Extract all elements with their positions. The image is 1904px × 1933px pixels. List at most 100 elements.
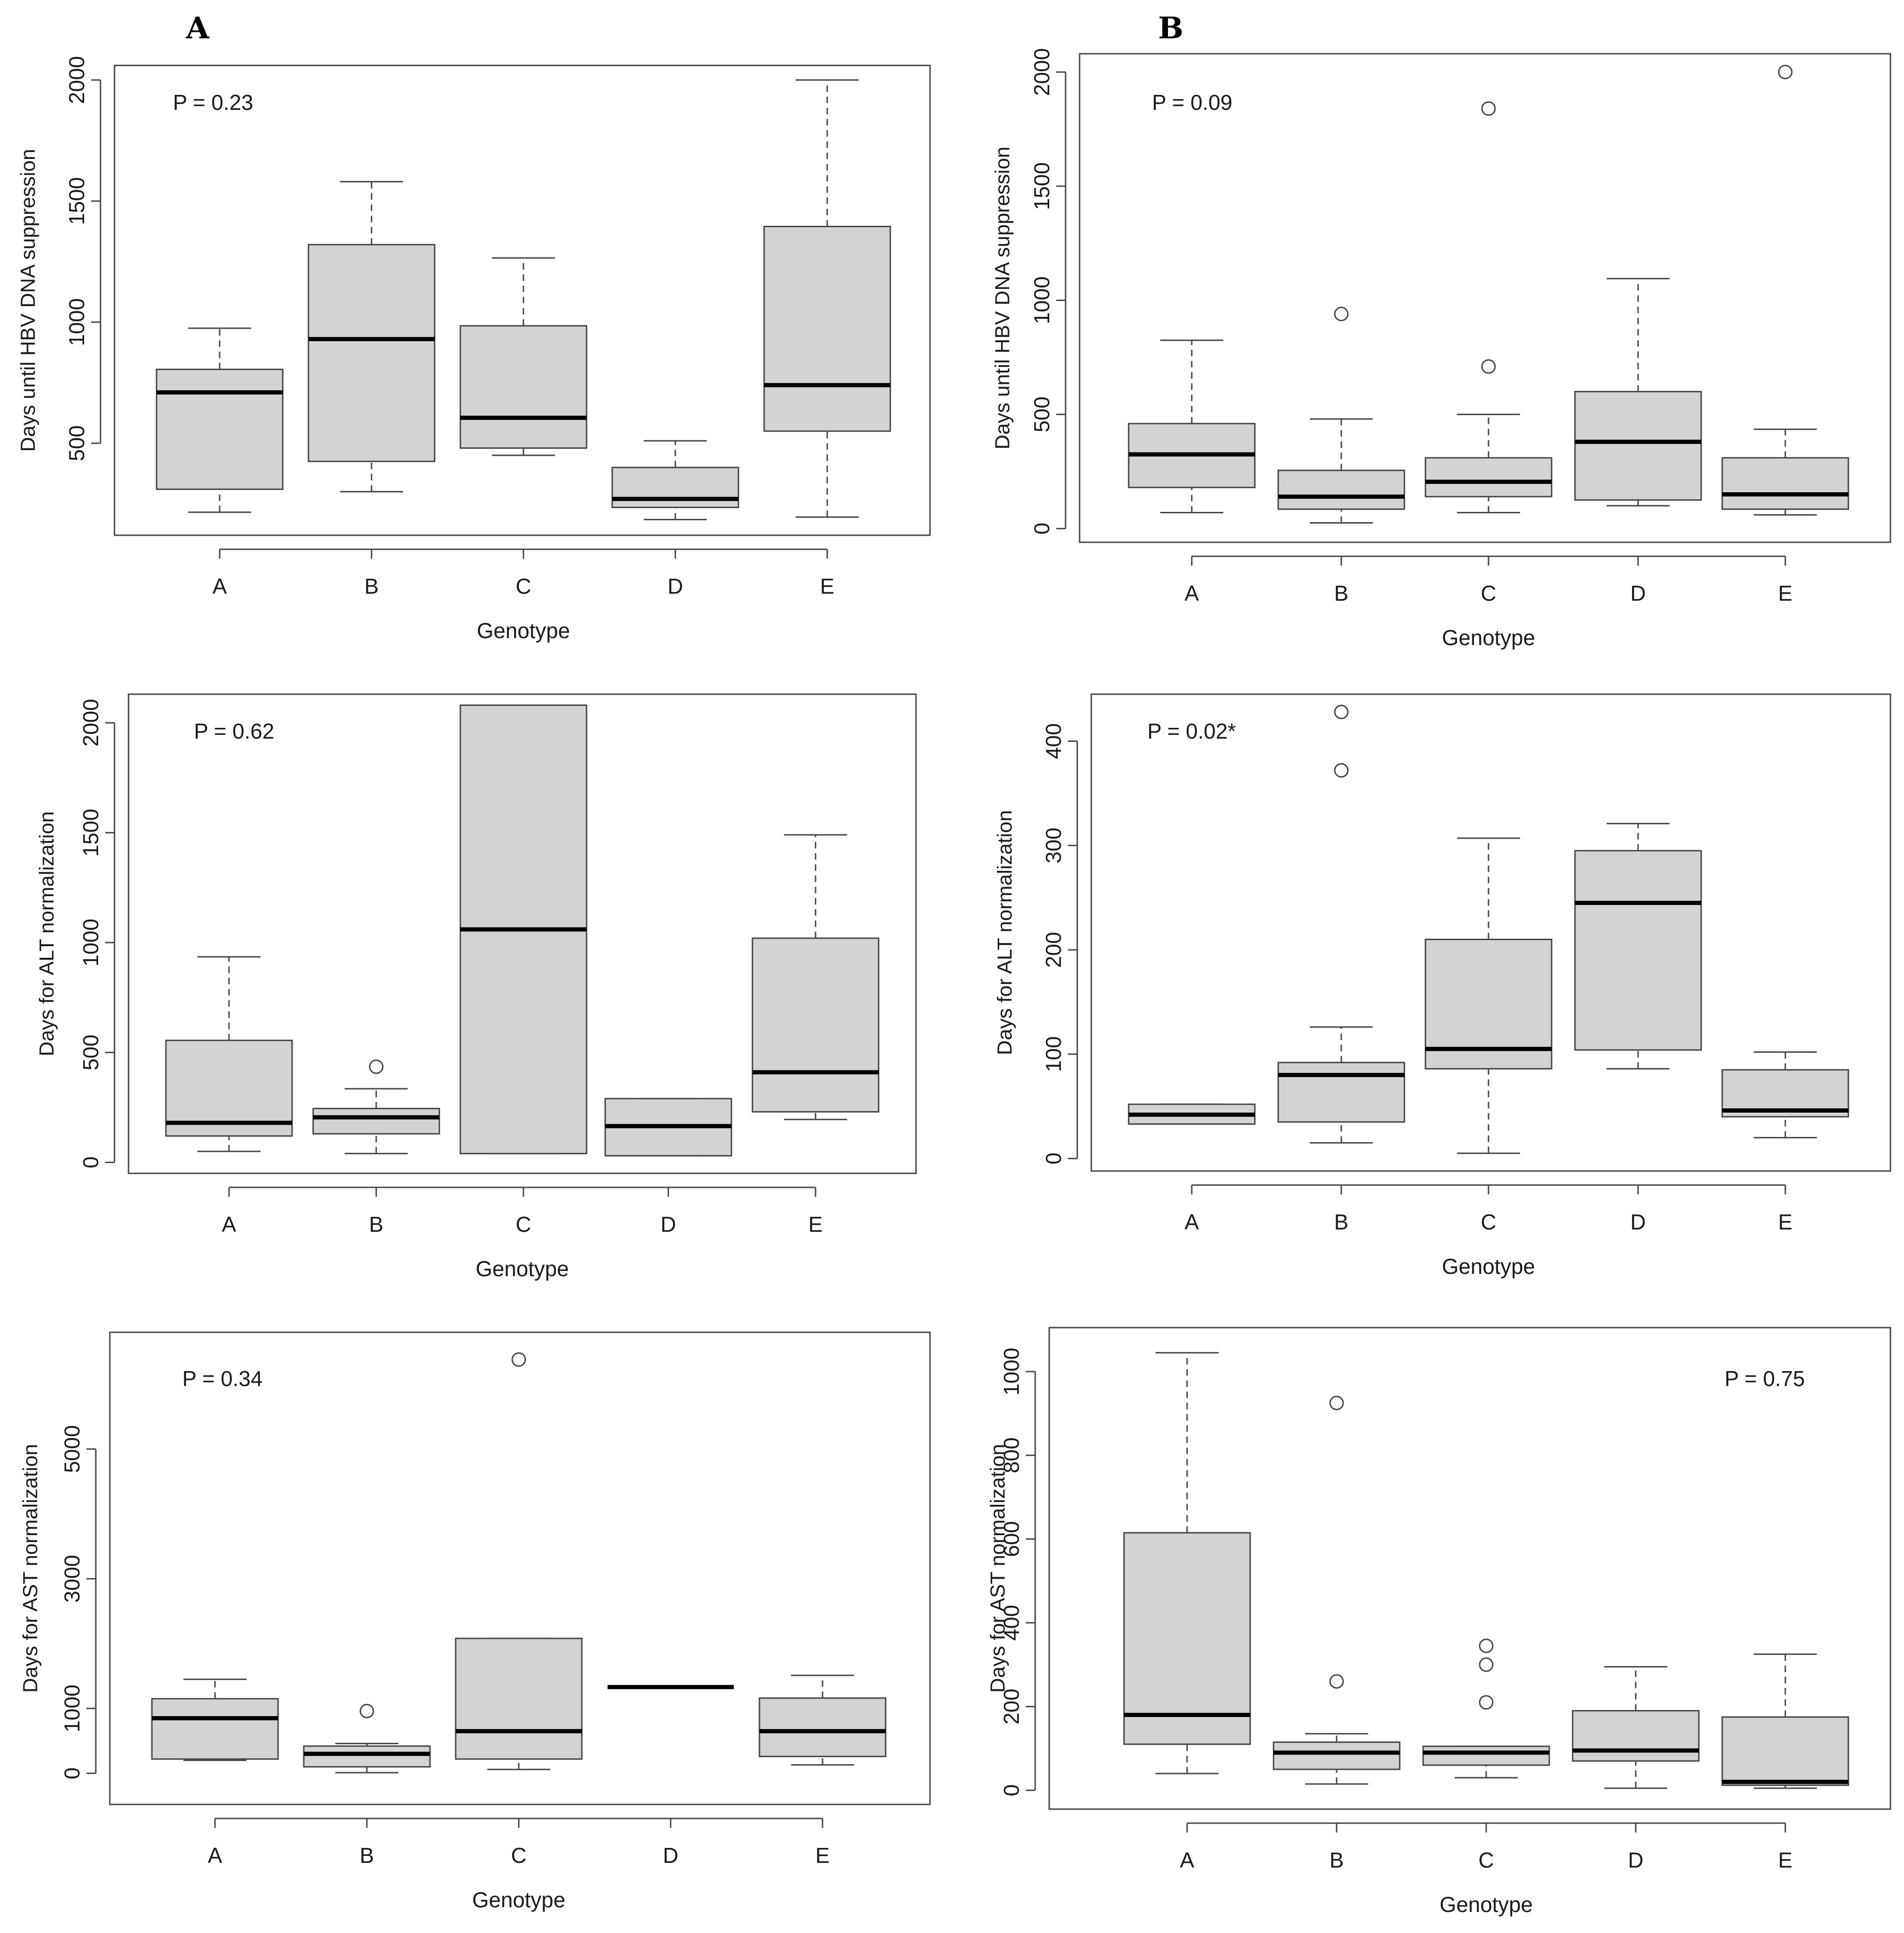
x-tick-label-d: D [663,1843,678,1868]
plot-frame [128,693,917,1174]
box-b [1277,704,1405,1144]
iqr-box [1277,469,1405,510]
box-c [459,704,587,1155]
box-c [459,257,587,456]
iqr-box [455,1638,583,1760]
plot-frame [1048,1327,1891,1810]
plot-frame [1079,53,1891,543]
iqr-box [759,1697,887,1757]
outlier-point [1481,359,1496,374]
outlier-point [511,1352,526,1367]
iqr-box [1721,1716,1849,1786]
x-tick-label-b: B [1334,1210,1349,1234]
iqr-box [752,937,880,1113]
y-tick-label: 200 [1041,932,1066,968]
y-tick-label: 500 [64,425,89,461]
box-b [312,1059,440,1155]
x-tick-label-e: E [809,1212,823,1236]
box-a [165,956,293,1152]
box-d [1572,1666,1700,1789]
y-tick-label: 600 [999,1521,1024,1557]
iqr-box [1574,850,1702,1051]
box-c [455,1352,583,1770]
x-tick-label-a: A [1185,1210,1199,1234]
outlier-point [359,1703,374,1718]
y-tick-label: 0 [1041,1152,1066,1164]
y-axis-title: Days for AST normalization [19,1444,42,1693]
box-e [1721,65,1849,516]
iqr-box [1273,1741,1401,1770]
iqr-box [156,368,284,490]
plot-frame [109,1331,931,1805]
y-tick-label: 2000 [79,699,103,747]
y-tick-label: 500 [79,1035,103,1071]
x-tick-label-d: D [667,574,683,598]
p-value-label: P = 0.62 [194,719,274,743]
iqr-box [151,1698,279,1760]
box-b [303,1703,431,1774]
y-axis-title: Days for ALT normalization [36,811,58,1056]
y-tick-label: 1000 [79,919,103,966]
outlier-point [1329,1395,1344,1410]
x-tick-label-b: B [360,1843,374,1868]
x-tick-label-c: C [1481,581,1496,605]
y-tick-label: 0 [60,1768,84,1780]
x-tick-label-d: D [1628,1848,1643,1872]
x-tick-label-e: E [816,1843,830,1868]
iqr-box [308,244,436,462]
box-c [1424,837,1553,1154]
box-a [1128,1103,1256,1125]
p-value-label: P = 0.34 [182,1366,263,1391]
y-tick-label: 1500 [79,809,103,856]
x-tick-label-a: A [1180,1848,1195,1872]
x-axis-title: Genotype [476,1257,569,1281]
box-a [1128,339,1256,514]
box-b [1273,1395,1401,1785]
outlier-point [1481,101,1496,116]
chart-b1: 0 500 1000 1500 2000 A B C D E Genotype Days until … [991,48,1891,650]
p-value-label: P = 0.75 [1725,1366,1805,1391]
x-tick-label-b: B [369,1212,384,1236]
x-tick-label-b: B [1334,581,1349,605]
y-tick-label: 5000 [60,1425,84,1473]
outlier-point [1479,1638,1494,1653]
p-value-label: P = 0.23 [173,90,253,115]
y-axis-title: Days for ALT normalization [994,810,1016,1055]
iqr-box [1424,457,1553,497]
y-tick-label: 400 [1041,723,1066,759]
x-tick-label-e: E [1778,581,1793,605]
x-tick-label-c: C [1478,1848,1494,1872]
x-tick-label-e: E [1778,1848,1793,1872]
box-e [763,79,891,518]
y-tick-label: 200 [999,1689,1024,1725]
box-a [156,327,284,513]
box-a [1123,1352,1251,1775]
y-tick-label: 300 [1041,827,1066,863]
chart-a3: 0 1000 3000 5000 A B C D E Genotype Days for AST n… [19,1331,931,1912]
outlier-point [1479,1657,1494,1672]
y-tick-label: 3000 [60,1555,84,1602]
iqr-box [165,1040,293,1137]
x-tick-label-a: A [213,574,227,598]
x-tick-label-c: C [515,574,531,598]
y-tick-label: 500 [1030,396,1054,432]
y-tick-label: 800 [999,1437,1024,1473]
y-tick-label: 2000 [64,56,89,104]
y-axis-title: Days until HBV DNA suppression [991,146,1014,449]
outlier-point [369,1059,384,1074]
iqr-box [459,325,587,449]
x-axis-title: Genotype [472,1888,565,1912]
box-c [1424,101,1553,514]
p-value-label: P = 0.02* [1147,719,1236,743]
iqr-box [1422,1746,1550,1766]
x-axis-title: Genotype [477,618,570,643]
x-tick-label-a: A [208,1843,222,1868]
outlier-point [1329,1674,1344,1689]
y-tick-label: 1500 [1030,162,1054,210]
x-axis-title: Genotype [1442,1254,1535,1279]
outlier-point [1479,1695,1494,1710]
x-tick-label-c: C [515,1212,531,1236]
chart-a2: 0 500 1000 1500 2000 A B C D E Genotype Days for AL… [36,693,917,1281]
p-value-label: P = 0.09 [1152,90,1232,115]
